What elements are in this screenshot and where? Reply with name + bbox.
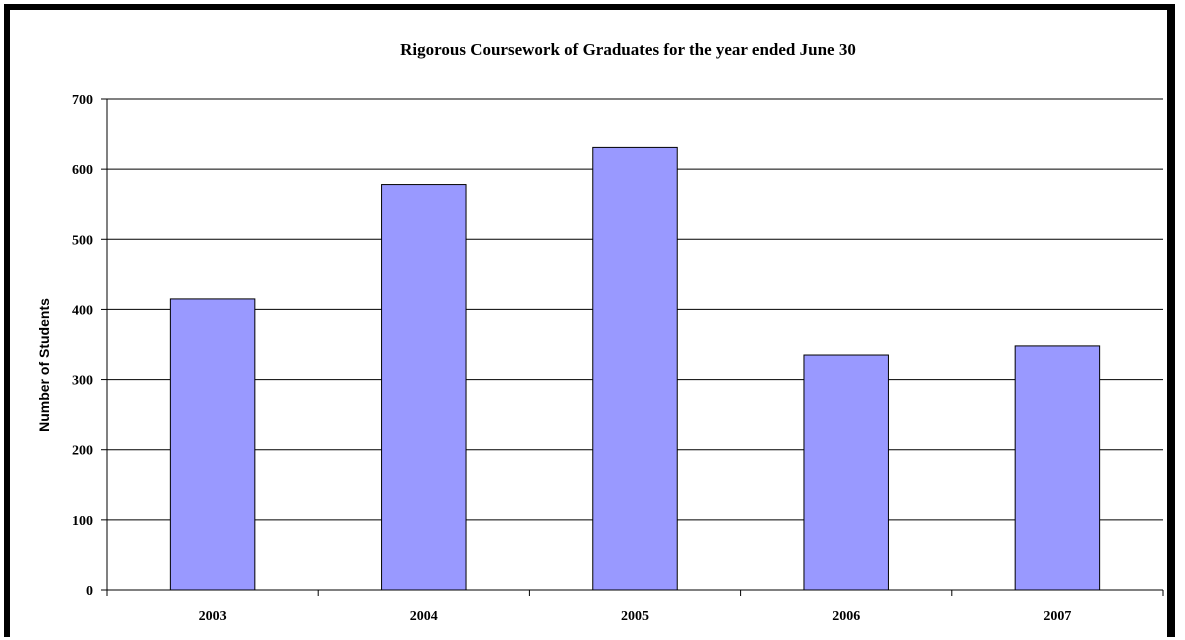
bar-2004 <box>381 184 467 591</box>
x-tick-labels: 2003 2004 2005 2006 2007 <box>199 609 1072 624</box>
x-tick-label: 2007 <box>1043 609 1071 624</box>
y-tick-label: 500 <box>72 233 93 248</box>
bar-2003 <box>169 298 256 591</box>
x-tick-label: 2006 <box>832 609 860 624</box>
y-tick-label: 0 <box>86 584 93 599</box>
chart-title: Rigorous Coursework of Graduates for the… <box>400 40 856 59</box>
y-tick-label: 700 <box>72 93 93 108</box>
bar-2007 <box>1014 345 1101 591</box>
y-tick-label: 200 <box>72 444 93 459</box>
y-tick-label: 300 <box>72 374 93 389</box>
y-axis-label: Number of Students <box>36 298 52 432</box>
x-tick-label: 2004 <box>410 609 438 624</box>
y-tick-label: 600 <box>72 163 93 178</box>
bar-2006 <box>803 354 889 591</box>
y-tick-label: 100 <box>72 514 93 529</box>
bars <box>169 146 1101 591</box>
y-tick-labels: 0 100 200 300 400 500 600 700 <box>72 93 93 599</box>
x-tick-label: 2003 <box>199 609 227 624</box>
axes <box>101 98 1164 596</box>
y-tick-label: 400 <box>72 303 93 318</box>
bar-2005 <box>592 146 678 591</box>
x-tick-label: 2005 <box>621 609 649 624</box>
